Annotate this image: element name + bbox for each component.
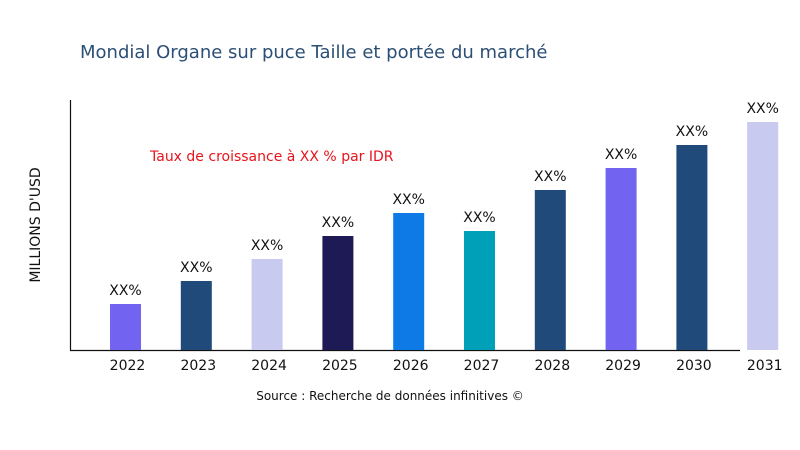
bar-2027 [464,231,495,350]
x-tick-label: 2022 [110,358,146,374]
bar-2023 [180,281,212,350]
data-label: XX% [392,192,424,208]
data-label: XX% [109,283,141,299]
x-tick-label: 2023 [180,358,216,374]
bar-2028 [534,190,566,350]
bar-2024 [251,259,283,350]
y-axis-label: MILLIONS D'USD [28,167,44,282]
growth-annotation: Taux de croissance à XX % par IDR [149,149,394,165]
x-tick-label: 2028 [534,358,570,374]
chart-title: Mondial Organe sur puce Taille et portée… [80,42,547,63]
bar-2030 [676,145,708,350]
data-label: XX% [251,238,283,254]
bar-2022 [110,304,141,350]
x-tick-label: 2031 [747,358,783,374]
x-tick-label: 2026 [393,358,429,374]
bars-group: XX% 2022 XX% 2023 XX% 2024 XX% 2025 XX% 2026 XX% 20… [109,101,782,374]
x-tick-label: 2029 [605,358,641,374]
bar-2029 [605,168,637,350]
data-label: XX% [746,101,778,117]
data-label: XX% [180,260,212,276]
data-label: XX% [676,124,708,140]
x-tick-label: 2025 [322,358,358,374]
data-label: XX% [605,147,637,163]
x-tick-label: 2027 [464,358,500,374]
x-tick-label: 2030 [676,358,712,374]
bar-2026 [393,213,425,350]
data-label: XX% [322,215,354,231]
x-tick-label: 2024 [251,358,287,374]
source-note: Source : Recherche de données infinitive… [256,389,524,403]
data-label: XX% [534,169,566,185]
bar-2031 [747,122,779,350]
bar-2025 [322,236,354,350]
data-label: XX% [463,210,495,226]
